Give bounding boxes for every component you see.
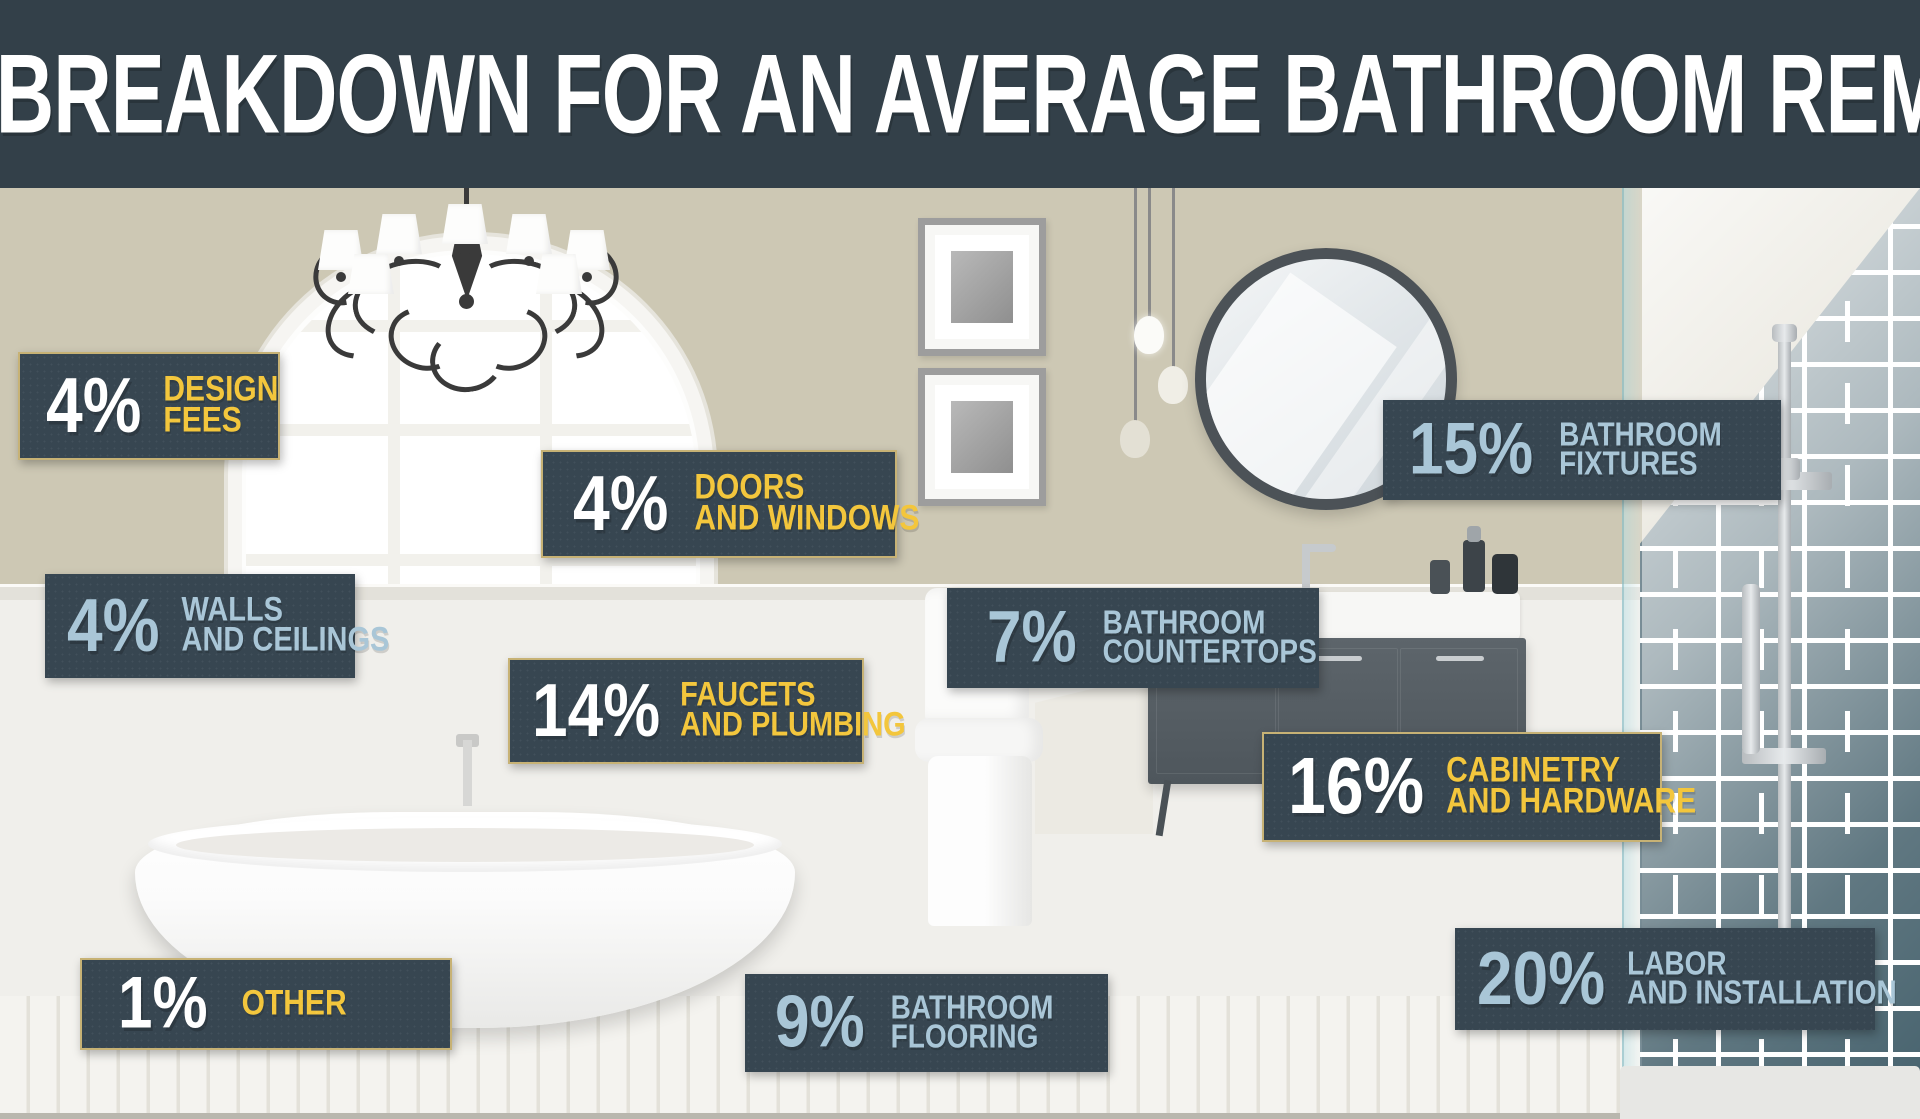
pendant-bulb-icon: [1158, 366, 1188, 404]
picture-frame-lower: [918, 368, 1046, 506]
stat-chip-doors-and-windows[interactable]: 4% DOORS AND WINDOWS: [541, 450, 919, 558]
stat-label: BATHROOM COUNTERTOPS: [1102, 604, 1317, 670]
stat-label: DOORS AND WINDOWS: [694, 468, 920, 538]
stat-percent: 20%: [1477, 935, 1606, 1021]
pendant-bulb-icon: [1134, 316, 1164, 354]
stat-chip-faucets-and-plumbing[interactable]: 14% FAUCETS AND PLUMBING: [508, 658, 906, 764]
stat-percent: 16%: [1288, 741, 1425, 832]
stat-percent: 14%: [532, 667, 661, 753]
stat-percent: 4%: [46, 361, 142, 449]
stat-percent: 4%: [67, 582, 160, 668]
stat-chip-labor-and-installation[interactable]: 20% LABOR AND INSTALLATION: [1455, 928, 1897, 1030]
stat-chip-other[interactable]: 1% OTHER: [80, 958, 452, 1050]
stat-chip-bathroom-fixtures[interactable]: 15% BATHROOM FIXTURES: [1383, 400, 1781, 500]
stat-chip-walls-and-ceilings[interactable]: 4% WALLS AND CEILINGS: [45, 574, 389, 678]
stat-percent: 9%: [775, 981, 865, 1064]
stat-percent: 7%: [987, 596, 1077, 679]
stat-percent: 1%: [118, 962, 208, 1045]
stat-percent: 15%: [1409, 408, 1534, 491]
stat-chip-cabinetry-and-hardware[interactable]: 16% CABINETRY AND HARDWARE: [1262, 732, 1696, 842]
stat-label: CABINETRY AND HARDWARE: [1446, 751, 1697, 821]
stat-percent: 4%: [573, 459, 669, 547]
stat-chip-bathroom-countertops[interactable]: 7% BATHROOM COUNTERTOPS: [947, 588, 1319, 688]
pendant-bulb-icon: [1120, 420, 1150, 458]
stat-chip-bathroom-flooring[interactable]: 9% BATHROOM FLOORING: [745, 974, 1108, 1072]
header-banner: COST-BREAKDOWN FOR AN AVERAGE BATHROOM R…: [0, 0, 1920, 188]
shower-base: [1620, 1066, 1920, 1119]
stat-label: BATHROOM FLOORING: [890, 989, 1054, 1055]
stat-chip-design-fees[interactable]: 4% DESIGN FEES: [18, 352, 280, 460]
bathroom-scene: 4% DESIGN FEES 4% WALLS AND CEILINGS 4% …: [0, 188, 1920, 1119]
stat-label: OTHER: [241, 983, 347, 1023]
stat-label: FAUCETS AND PLUMBING: [680, 676, 906, 744]
page-title: COST-BREAKDOWN FOR AN AVERAGE BATHROOM R…: [0, 30, 1920, 157]
stat-label: WALLS AND CEILINGS: [181, 591, 390, 659]
picture-frame-upper: [918, 218, 1046, 356]
baseboard: [0, 1113, 1920, 1119]
stat-label: BATHROOM FIXTURES: [1559, 416, 1722, 482]
stat-label: LABOR AND INSTALLATION: [1627, 945, 1897, 1011]
chandelier-icon: [300, 188, 631, 438]
stat-label: DESIGN FEES: [163, 370, 279, 440]
